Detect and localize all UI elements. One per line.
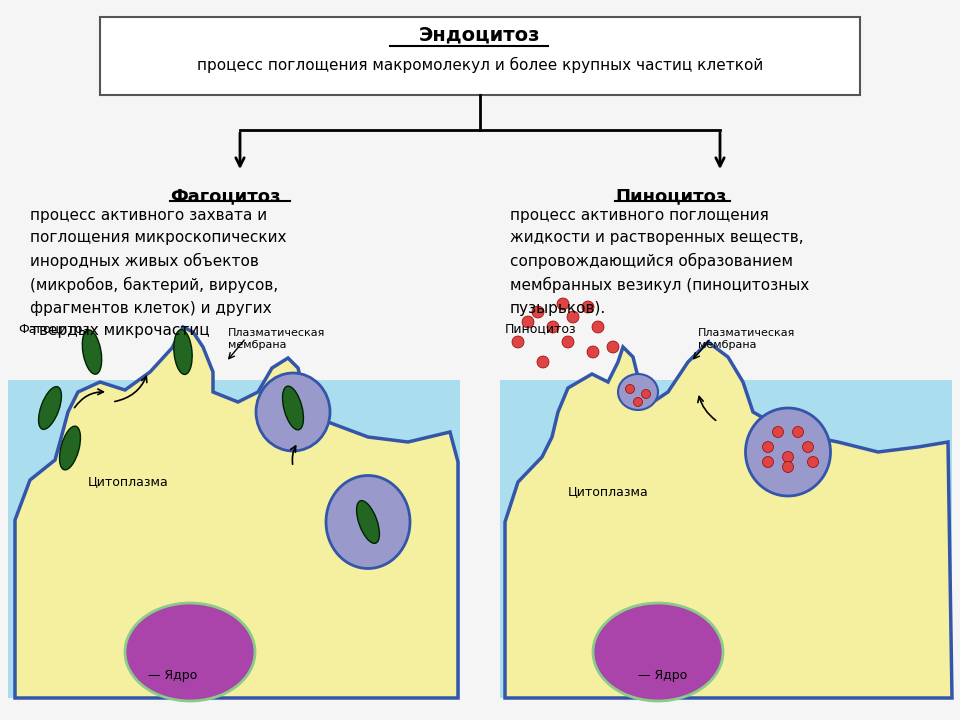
Ellipse shape — [607, 341, 619, 353]
FancyBboxPatch shape — [100, 17, 860, 95]
Ellipse shape — [746, 408, 830, 496]
Ellipse shape — [282, 386, 303, 430]
Polygon shape — [15, 327, 458, 698]
Text: — Ядро: — Ядро — [148, 668, 197, 682]
Text: Цитоплазма: Цитоплазма — [568, 485, 649, 498]
Text: Фагоцитоз: Фагоцитоз — [170, 187, 280, 205]
Ellipse shape — [587, 346, 599, 358]
Text: Пиноцитоз: Пиноцитоз — [505, 322, 577, 335]
Ellipse shape — [634, 397, 642, 407]
Ellipse shape — [593, 603, 723, 701]
Ellipse shape — [641, 390, 651, 398]
Ellipse shape — [38, 387, 61, 429]
Polygon shape — [505, 342, 952, 698]
Text: процесс активного поглощения
жидкости и растворенных веществ,
сопровождающийся о: процесс активного поглощения жидкости и … — [510, 208, 809, 315]
Ellipse shape — [83, 330, 102, 374]
Ellipse shape — [773, 426, 783, 438]
Ellipse shape — [547, 321, 559, 333]
Ellipse shape — [537, 356, 549, 368]
Ellipse shape — [782, 462, 794, 472]
Ellipse shape — [803, 441, 813, 452]
Ellipse shape — [522, 316, 534, 328]
Ellipse shape — [618, 374, 658, 410]
Text: Фагоцитоз: Фагоцитоз — [18, 322, 89, 335]
Ellipse shape — [125, 603, 255, 701]
Ellipse shape — [562, 336, 574, 348]
Bar — [8, 380, 460, 698]
Ellipse shape — [626, 384, 635, 394]
Ellipse shape — [567, 311, 579, 323]
Ellipse shape — [326, 475, 410, 569]
Bar — [500, 380, 952, 698]
Ellipse shape — [782, 451, 794, 462]
Text: процесс активного захвата и
поглощения микроскопических
инородных живых объектов: процесс активного захвата и поглощения м… — [30, 208, 286, 338]
Ellipse shape — [174, 330, 192, 374]
Ellipse shape — [793, 426, 804, 438]
Text: процесс поглощения макромолекул и более крупных частиц клеткой: процесс поглощения макромолекул и более … — [197, 57, 763, 73]
Ellipse shape — [762, 456, 774, 467]
Ellipse shape — [592, 321, 604, 333]
Ellipse shape — [762, 441, 774, 452]
Ellipse shape — [582, 301, 594, 313]
Ellipse shape — [512, 336, 524, 348]
Ellipse shape — [807, 456, 819, 467]
Ellipse shape — [356, 500, 379, 544]
Ellipse shape — [557, 298, 569, 310]
Text: Эндоцитоз: Эндоцитоз — [420, 25, 540, 45]
Ellipse shape — [256, 373, 330, 451]
Ellipse shape — [60, 426, 81, 470]
Text: Плазматическая
мембрана: Плазматическая мембрана — [698, 328, 796, 350]
Text: Цитоплазма: Цитоплазма — [88, 475, 169, 488]
Text: Пиноцитоз: Пиноцитоз — [615, 187, 727, 205]
Ellipse shape — [532, 306, 544, 318]
Text: Плазматическая
мембрана: Плазматическая мембрана — [228, 328, 325, 350]
Text: — Ядро: — Ядро — [638, 668, 687, 682]
